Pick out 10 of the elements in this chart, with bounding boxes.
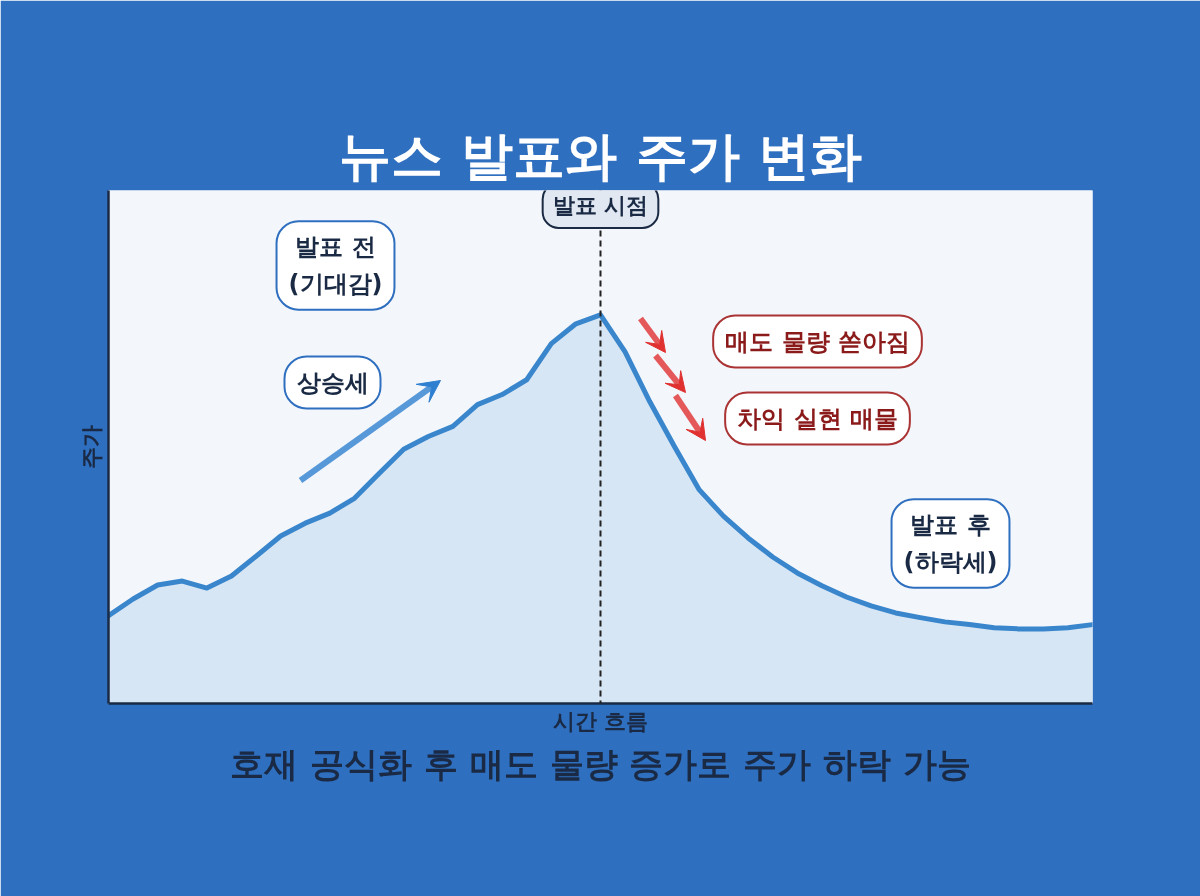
annotation: 상승세 [296, 368, 369, 397]
y-axis-title: 주가 [78, 425, 104, 469]
annotation: 차익 실현 매물 [737, 404, 898, 433]
annotation: 발표 후 (하락세) [903, 511, 998, 576]
text: 호재 공식화 후 매도 물량 증가로 주가 하락 가능 [230, 743, 971, 784]
annotation: 매도 물량 쏟아짐 [725, 327, 910, 356]
chart-title: 뉴스 발표와 주가 변화 [339, 125, 862, 186]
text: 발표 시점 [552, 193, 649, 218]
x-axis-title: 시간 흐름 [552, 708, 649, 734]
text: 발표 전 (기대감) [288, 233, 383, 298]
